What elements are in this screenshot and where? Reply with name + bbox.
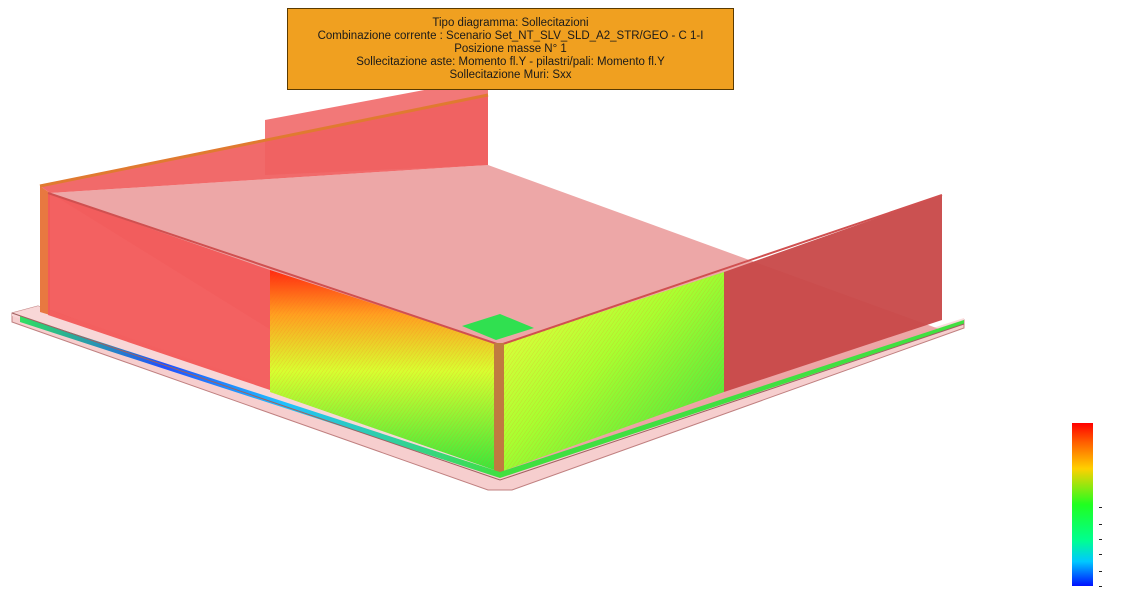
- color-scale-legend: [1072, 423, 1102, 588]
- wall-left-face: [48, 193, 270, 390]
- corner-column: [494, 343, 504, 472]
- info-line-mass-position: Posizione masse N° 1: [454, 42, 567, 55]
- legend-tick: [1099, 507, 1102, 508]
- legend-tick: [1099, 524, 1102, 525]
- info-line-wall-stress: Sollecitazione Muri: Sxx: [449, 68, 572, 81]
- info-line-diagram-type: Tipo diagramma: Sollecitazioni: [432, 16, 589, 29]
- wall-top-edge: [39, 93, 489, 188]
- foundation-outline: [11, 312, 965, 481]
- wall-left: [40, 186, 50, 315]
- wall-back-left-upper: [265, 78, 488, 175]
- foundation-right-edge: [500, 320, 964, 478]
- info-line-member-stress: Sollecitazione aste: Momento fl.Y - pila…: [356, 55, 665, 68]
- wall-right-stress-hatch: [500, 272, 724, 472]
- legend-tick: [1099, 571, 1102, 572]
- legend-tick: [1099, 586, 1102, 587]
- info-line-combination: Combinazione corrente : Scenario Set_NT_…: [317, 29, 704, 42]
- wall-front-stress-hatch: [270, 270, 500, 472]
- legend-tick: [1099, 554, 1102, 555]
- column-top: [462, 314, 534, 340]
- diagram-info-box: Tipo diagramma: Sollecitazioni Combinazi…: [287, 8, 734, 90]
- legend-tick: [1099, 539, 1102, 540]
- color-scale-bar: [1072, 423, 1093, 586]
- wall-right-red: [724, 195, 942, 392]
